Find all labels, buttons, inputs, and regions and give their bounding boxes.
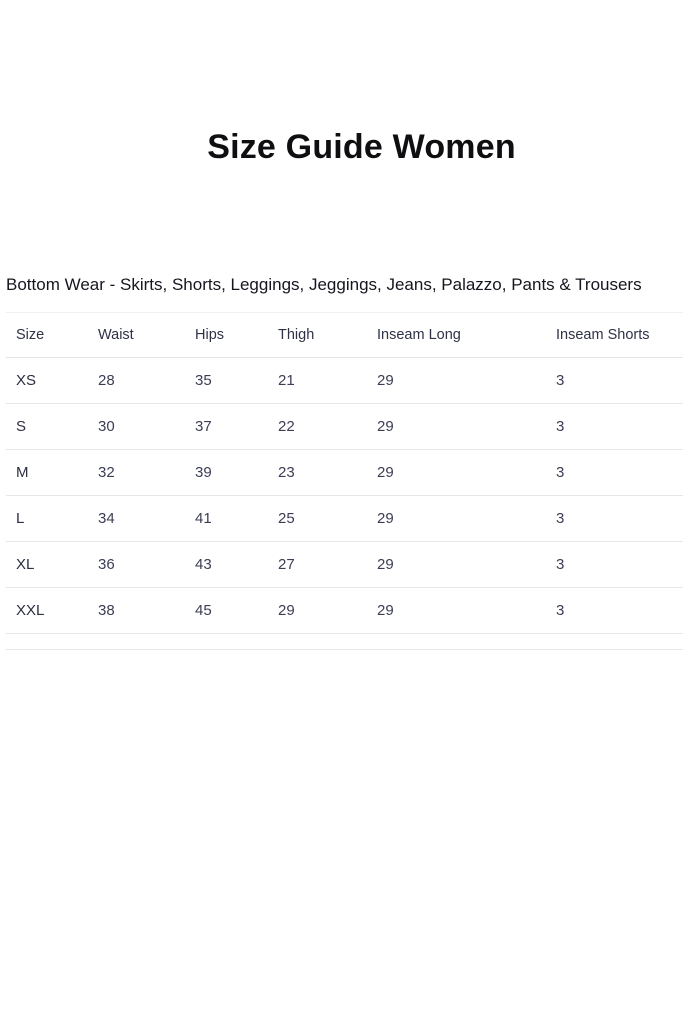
empty-table-row bbox=[6, 633, 683, 650]
size-guide-table: Size Waist Hips Thigh Inseam Long Inseam… bbox=[6, 312, 683, 650]
measurement-cell: 29 bbox=[268, 587, 367, 634]
column-header-inseam-long: Inseam Long bbox=[367, 312, 546, 358]
size-table-body: XS 28 35 21 29 3 S 30 37 22 29 3 M 32 39 23 29 3 L 34 41 25 29… bbox=[6, 357, 683, 650]
size-cell: XXL bbox=[6, 587, 88, 634]
measurement-cell: 23 bbox=[268, 449, 367, 496]
measurement-cell: 22 bbox=[268, 403, 367, 450]
column-header-inseam-shorts: Inseam Shorts bbox=[546, 312, 683, 358]
category-subtitle: Bottom Wear - Skirts, Shorts, Leggings, … bbox=[6, 275, 642, 294]
header-row: Size Waist Hips Thigh Inseam Long Inseam… bbox=[6, 312, 683, 358]
measurement-cell: 3 bbox=[546, 541, 683, 588]
measurement-cell: 38 bbox=[88, 587, 185, 634]
table-row: M 32 39 23 29 3 bbox=[6, 449, 683, 496]
column-header-hips: Hips bbox=[185, 312, 268, 358]
measurement-cell: 25 bbox=[268, 495, 367, 542]
measurement-cell: 32 bbox=[88, 449, 185, 496]
column-header-size: Size bbox=[6, 312, 88, 358]
page-title: Size Guide Women bbox=[207, 128, 516, 166]
column-header-waist: Waist bbox=[88, 312, 185, 358]
size-cell: XS bbox=[6, 357, 88, 404]
measurement-cell: 3 bbox=[546, 587, 683, 634]
measurement-cell: 29 bbox=[367, 587, 546, 634]
table-row: L 34 41 25 29 3 bbox=[6, 495, 683, 542]
measurement-cell: 29 bbox=[367, 541, 546, 588]
measurement-cell: 21 bbox=[268, 357, 367, 404]
measurement-cell: 29 bbox=[367, 495, 546, 542]
measurement-cell: 3 bbox=[546, 449, 683, 496]
measurement-cell: 3 bbox=[546, 495, 683, 542]
measurement-cell: 28 bbox=[88, 357, 185, 404]
table-row: XS 28 35 21 29 3 bbox=[6, 357, 683, 404]
measurement-cell: 34 bbox=[88, 495, 185, 542]
measurement-cell: 39 bbox=[185, 449, 268, 496]
size-table-header: Size Waist Hips Thigh Inseam Long Inseam… bbox=[6, 312, 683, 358]
measurement-cell: 27 bbox=[268, 541, 367, 588]
size-cell: L bbox=[6, 495, 88, 542]
measurement-cell: 29 bbox=[367, 403, 546, 450]
measurement-cell: 29 bbox=[367, 449, 546, 496]
size-cell: XL bbox=[6, 541, 88, 588]
size-cell: M bbox=[6, 449, 88, 496]
measurement-cell: 37 bbox=[185, 403, 268, 450]
table-row: XL 36 43 27 29 3 bbox=[6, 541, 683, 588]
table-row: S 30 37 22 29 3 bbox=[6, 403, 683, 450]
empty-cell bbox=[6, 633, 683, 650]
measurement-cell: 29 bbox=[367, 357, 546, 404]
measurement-cell: 36 bbox=[88, 541, 185, 588]
measurement-cell: 43 bbox=[185, 541, 268, 588]
measurement-cell: 41 bbox=[185, 495, 268, 542]
measurement-cell: 30 bbox=[88, 403, 185, 450]
measurement-cell: 45 bbox=[185, 587, 268, 634]
table-row: XXL 38 45 29 29 3 bbox=[6, 587, 683, 634]
column-header-thigh: Thigh bbox=[268, 312, 367, 358]
measurement-cell: 3 bbox=[546, 357, 683, 404]
measurement-cell: 3 bbox=[546, 403, 683, 450]
measurement-cell: 35 bbox=[185, 357, 268, 404]
size-cell: S bbox=[6, 403, 88, 450]
